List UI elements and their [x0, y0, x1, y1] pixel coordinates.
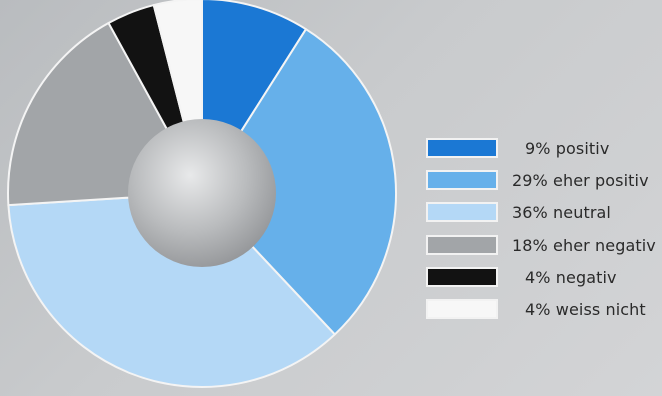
legend-swatch-neutral: [426, 202, 498, 223]
legend-label-eher-positiv: 29% eher positiv: [512, 171, 649, 191]
legend-item-neutral: 36% neutral: [426, 200, 662, 226]
legend-label-weiss-nicht: 4% weiss nicht: [525, 299, 646, 319]
legend-item-eher-positiv: 29% eher positiv: [426, 168, 662, 194]
legend-swatch-negativ: [426, 266, 498, 287]
legend-label-negativ: 4% negativ: [525, 267, 617, 287]
legend-swatch-positiv: [426, 138, 498, 158]
legend-swatch-eher-negativ: [426, 234, 498, 255]
slice-neutral: [7, 192, 336, 388]
legend-label-neutral: 36% neutral: [512, 203, 611, 223]
legend-swatch-eher-positiv: [426, 170, 498, 191]
donut-hole: [128, 119, 276, 267]
legend-label-eher-negativ: 18% eher negativ: [512, 235, 656, 255]
legend-item-negativ: 4% negativ: [426, 265, 662, 291]
legend-item-positiv: 9% positiv: [426, 136, 662, 162]
legend-item-eher-negativ: 18% eher negativ: [426, 233, 662, 259]
legend-item-weiss-nicht: 4% weiss nicht: [426, 297, 662, 323]
legend: 9% positiv 29% eher positiv 36% neutral …: [426, 136, 662, 329]
legend-label-positiv: 9% positiv: [525, 139, 610, 158]
donut-chart: [6, 0, 397, 388]
slice-eher-positiv: [201, 28, 397, 336]
legend-swatch-weiss-nicht: [426, 298, 498, 319]
